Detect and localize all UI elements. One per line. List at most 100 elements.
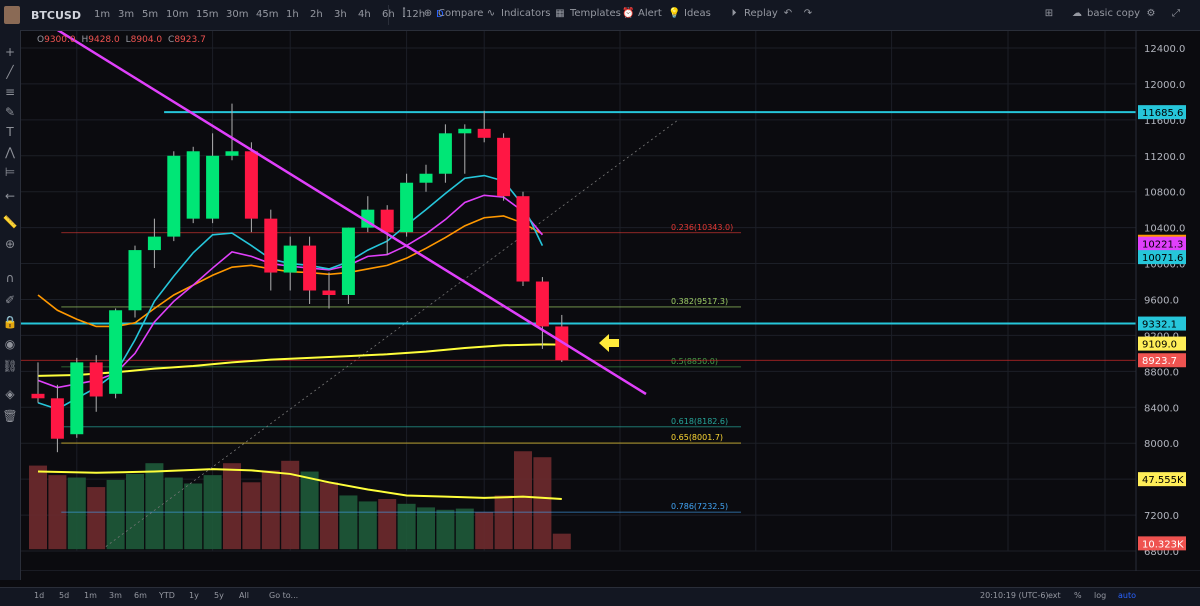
fib-level-label: 0.236(10343.0) (671, 223, 733, 232)
price-badge-label: 9109.0 (1142, 340, 1177, 351)
brush-icon[interactable]: ✎ (4, 105, 16, 119)
price-chart[interactable]: 0.236(10343.0) 0.382(9517.3) 0.5(8850.0) 0.… (21, 27, 1200, 591)
chart-area[interactable]: 0.236(10343.0) 0.382(9517.3) 0.5(8850.0) 0.… (21, 27, 1200, 591)
undo-icon: ↶ (783, 8, 793, 19)
compare-icon: ⊕ (423, 8, 433, 19)
range-1m[interactable]: 1m (84, 591, 97, 600)
indicators-button[interactable]: ∿ Indicators (485, 8, 551, 19)
link-icon[interactable]: ⛓ (2, 359, 18, 373)
replay-button[interactable]: ⏵ Replay (728, 8, 778, 19)
pattern-icon[interactable]: ⋀ (5, 145, 15, 159)
volume-bar (184, 483, 203, 550)
grid-icon: ⊞ (1044, 8, 1054, 19)
interval-4h[interactable]: 4h (358, 9, 371, 20)
interval-5m[interactable]: 5m (142, 9, 159, 20)
drawings[interactable] (55, 27, 647, 396)
price-badge (1138, 250, 1186, 265)
back-arrow-icon[interactable]: ← (4, 189, 16, 203)
layout-name-button[interactable]: ☁ basic copy (1071, 8, 1140, 19)
candle-body (516, 196, 530, 282)
fib-level-label: 0.5(8850.0) (671, 357, 718, 366)
undo-button[interactable]: ↶ (782, 8, 798, 19)
range-5d[interactable]: 5d (59, 591, 70, 600)
price-tick-label: 11200.0 (1144, 152, 1185, 163)
downtrend-line (55, 27, 647, 396)
range-3m[interactable]: 3m (109, 591, 122, 600)
avatar[interactable] (4, 6, 20, 24)
candle-body (497, 137, 511, 197)
range-1y[interactable]: 1y (189, 591, 199, 600)
volume-bar (397, 503, 416, 550)
range-ytd[interactable]: YTD (159, 591, 175, 600)
price-tick-label: 7200.0 (1144, 511, 1179, 522)
volume-bar (281, 460, 300, 550)
price-tick-label: 12400.0 (1144, 44, 1185, 55)
text-icon[interactable]: T (6, 125, 14, 139)
lock-icon[interactable]: 🔒 (2, 315, 18, 329)
range-1d[interactable]: 1d (34, 591, 45, 600)
volume-bar (417, 507, 435, 550)
log-toggle[interactable]: log (1094, 591, 1107, 600)
fib-level-label: 0.618(8182.6) (671, 417, 728, 426)
interval-1m[interactable]: 1m (94, 9, 111, 20)
candlesticks (31, 103, 569, 453)
ruler-icon[interactable]: 📏 (2, 215, 18, 229)
low-value: 8904.0 (130, 35, 163, 45)
fullscreen-icon: ⤢ (1172, 8, 1180, 19)
interval-15m[interactable]: 15m (196, 9, 219, 20)
volume-bar (29, 465, 47, 550)
horizontal-lines[interactable] (21, 111, 1136, 361)
magnet-icon[interactable]: ∩ (5, 271, 15, 285)
candle-body (128, 250, 142, 311)
layout-grid-button[interactable]: ⊞ (1043, 8, 1059, 19)
candle-style-button[interactable]: ⫿ (398, 8, 414, 19)
forecast-icon[interactable]: ⊨ (4, 165, 16, 179)
price-badge-label: 10.323K (1142, 539, 1184, 550)
horizontal-line-icon[interactable]: ≡ (4, 85, 16, 99)
eye-icon[interactable]: ◉ (4, 337, 16, 351)
ideas-button[interactable]: 💡 Ideas (668, 8, 711, 19)
interval-3m[interactable]: 3m (118, 9, 135, 20)
ext-toggle[interactable]: ext (1048, 591, 1061, 600)
interval-3h[interactable]: 3h (334, 9, 347, 20)
price-badge-label: 11685.6 (1142, 108, 1183, 119)
interval-30m[interactable]: 30m (226, 9, 249, 20)
candle-body (322, 290, 336, 295)
range-6m[interactable]: 6m (134, 591, 147, 600)
redo-button[interactable]: ↷ (802, 8, 818, 19)
price-axis[interactable]: 12400.0 12000.0 11600.0 11200.0 10800.0 10400… (1135, 31, 1200, 571)
fullscreen-button[interactable]: ⤢ (1170, 8, 1186, 19)
zoom-in-icon[interactable]: ⊕ (4, 237, 16, 251)
volume-bar (300, 471, 319, 550)
range-5y[interactable]: 5y (214, 591, 224, 600)
range-goto[interactable]: Go to... (269, 591, 299, 600)
interval-2h[interactable]: 2h (310, 9, 323, 20)
symbol-label[interactable]: BTCUSD (31, 9, 81, 22)
price-badge (1138, 236, 1186, 251)
layers-icon[interactable]: ◈ (5, 387, 15, 401)
drawing-mode-icon[interactable]: ✐ (4, 293, 16, 307)
compare-button[interactable]: ⊕ Compare (422, 8, 484, 19)
interval-12h[interactable]: 12h (406, 9, 426, 20)
toolbar-divider (388, 5, 389, 25)
percent-toggle[interactable]: % (1074, 591, 1082, 600)
settings-button[interactable]: ⚙ (1145, 8, 1161, 19)
interval-10m[interactable]: 10m (166, 9, 189, 20)
volume-bar (106, 479, 125, 550)
interval-45m[interactable]: 45m (256, 9, 279, 20)
trash-icon[interactable]: 🗑 (2, 409, 18, 423)
indicators-icon: ∿ (486, 8, 496, 19)
templates-button[interactable]: ▦ Templates (554, 8, 621, 19)
trendline-icon[interactable]: ╱ (6, 65, 14, 79)
redo-icon: ↷ (803, 8, 813, 19)
compare-label: Compare (438, 8, 484, 19)
range-all[interactable]: All (239, 591, 249, 600)
volume-bar (533, 457, 552, 550)
auto-toggle[interactable]: auto (1118, 591, 1137, 600)
interval-D[interactable]: D (436, 9, 444, 20)
crosshair-icon[interactable]: + (4, 45, 16, 59)
volume-bar (378, 499, 397, 550)
ohlc-legend: O9300.0 H9428.0 L8904.0 C8923.7 (34, 35, 206, 45)
alert-button[interactable]: ⏰ Alert (622, 8, 662, 19)
interval-1h[interactable]: 1h (286, 9, 299, 20)
